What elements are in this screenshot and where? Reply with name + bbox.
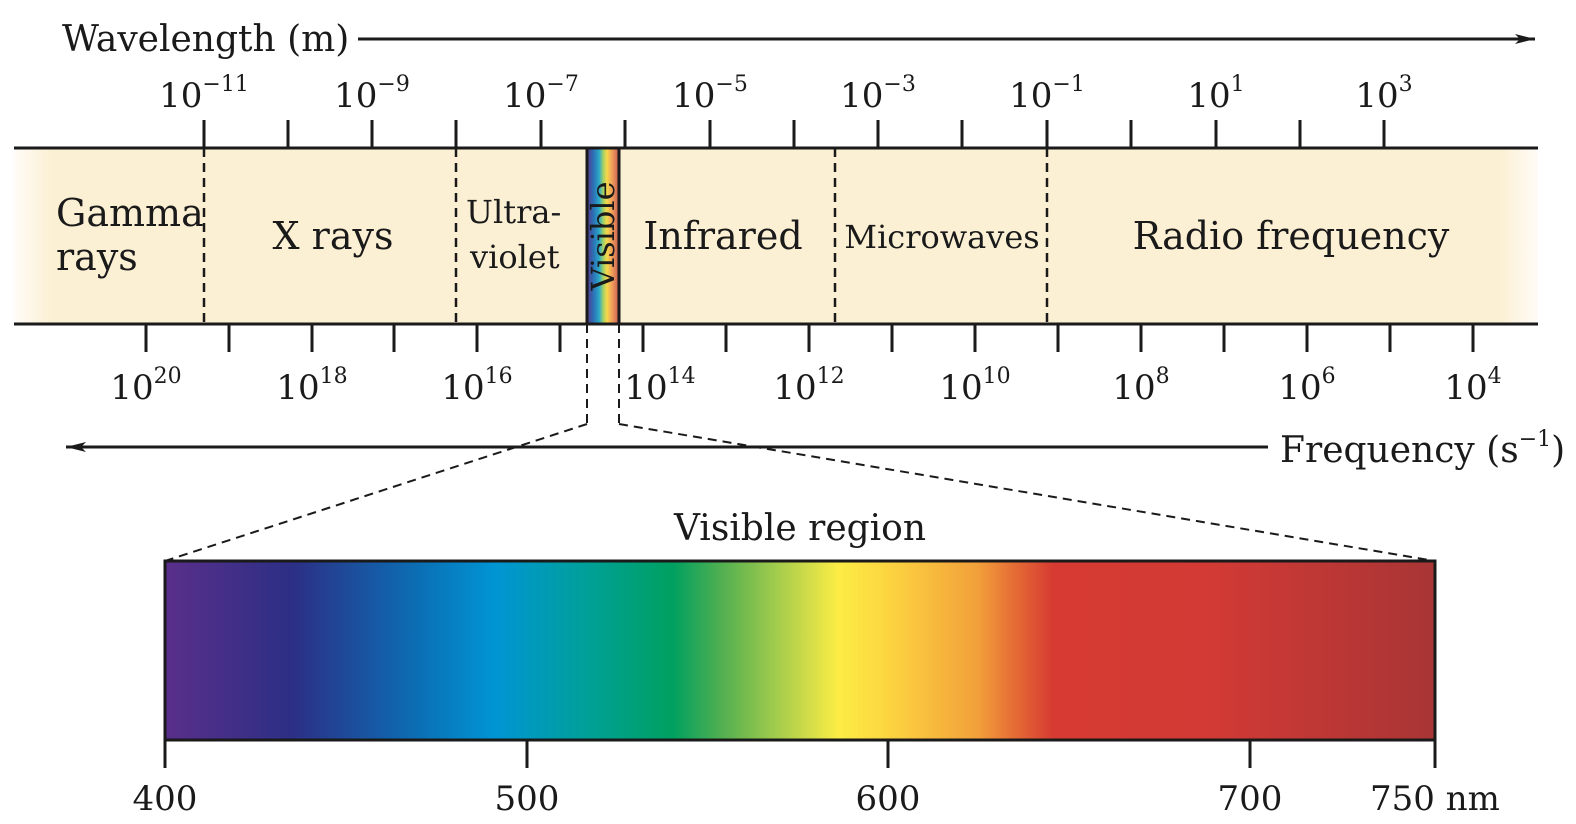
frequency-axis-title: Frequency (s−1) [1280,427,1565,471]
wavelength-ticks [202,120,1386,148]
visible-tick-label: 600 [856,779,921,819]
frequency-tick-label: 104 [1444,364,1501,408]
region-gamma-rays-line2: rays [56,235,138,279]
wavelength-tick-label: 10−1 [1009,72,1085,116]
wavelength-tick-label: 103 [1355,72,1412,116]
region-radio-frequency: Radio frequency [1133,214,1450,258]
region-visible: Visible [584,181,622,291]
frequency-tick-label: 108 [1112,364,1169,408]
frequency-tick-label: 1014 [624,364,695,408]
wavelength-tick-label: 10−9 [334,72,410,116]
region-microwaves: Microwaves [844,218,1039,256]
frequency-tick-label: 1018 [276,364,347,408]
visible-region-title: Visible region [673,508,926,549]
spectrum-band [14,148,1538,324]
frequency-tick-label: 1016 [441,364,512,408]
visible-ticks [163,740,1437,768]
wavelength-tick-label: 10−5 [672,72,748,116]
region-ultraviolet-line1: Ultra- [466,193,561,231]
visible-spectrum-bar [163,559,1437,742]
region-x-rays: X rays [273,214,394,258]
region-gamma-rays-line1: Gamma [56,191,204,235]
frequency-tick-label: 1010 [939,364,1010,408]
visible-tick-label: 700 [1218,779,1283,819]
frequency-ticks [144,324,1475,352]
visible-tick-label: 500 [495,779,560,819]
frequency-tick-label: 106 [1278,364,1335,408]
visible-strip [585,146,621,326]
wavelength-tick-labels: 10−11 10−9 10−7 10−5 10−3 10−1 101 103 [159,72,1412,116]
wavelength-axis-title: Wavelength (m) [62,19,349,60]
frequency-tick-label: 1012 [773,364,844,408]
wavelength-tick-label: 10−11 [159,72,249,116]
wavelength-tick-label: 10−3 [840,72,916,116]
frequency-tick-label: 1020 [110,364,181,408]
frequency-tick-labels: 1020 1018 1016 1014 1012 1010 108 106 10… [110,364,1501,408]
visible-tick-labels: 400 500 600 700 750 nm [133,779,1500,819]
wavelength-tick-label: 10−7 [503,72,579,116]
wavelength-tick-label: 101 [1187,72,1244,116]
visible-tick-label: 400 [133,779,198,819]
region-ultraviolet-line2: violet [469,238,560,276]
region-infrared: Infrared [643,214,802,258]
visible-tick-label: 750 nm [1370,779,1500,819]
